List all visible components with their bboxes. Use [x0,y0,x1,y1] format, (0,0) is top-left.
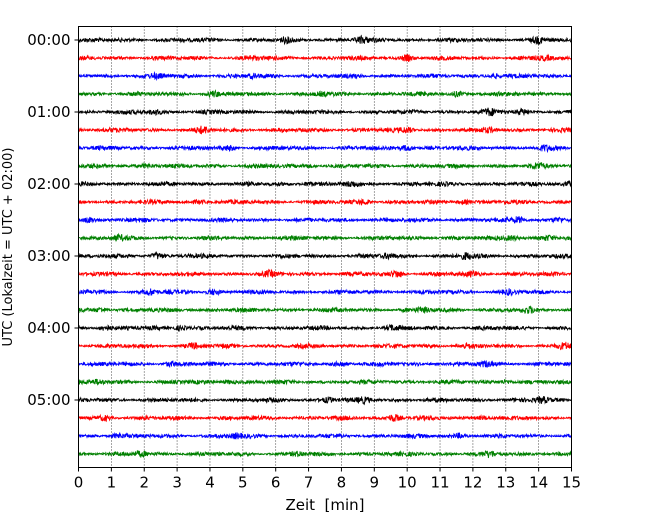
seismic-trace-0430 [78,359,572,369]
y-tick-label: 05:00 [27,391,70,409]
seismic-trace-0130 [78,144,572,154]
x-tick-label: 13 [496,474,515,492]
x-tick-label: 0 [74,474,84,492]
seismic-trace-0115 [78,125,572,135]
y-tick-label: 01:00 [27,103,70,121]
x-tick-label: 5 [238,474,248,492]
seismic-trace-0315 [78,268,572,278]
seismic-trace-0100 [78,107,572,117]
seismic-traces [78,34,572,459]
x-tick-label: 11 [430,474,449,492]
y-axis-label: UTC (Lokalzeit = UTC + 02:00) [1,148,16,347]
x-tick-label: 2 [139,474,149,492]
seismic-trace-0400 [78,323,572,332]
seismic-trace-0215 [78,198,572,206]
seismic-trace-0030 [78,70,572,82]
seismic-trace-0445 [78,378,572,386]
x-axis: 0 1 2 3 4 5 6 7 8 9 10 11 12 13 14 15 [74,467,581,492]
x-tick-label: 9 [370,474,380,492]
seismic-trace-0330 [78,288,572,297]
x-tick-label: 7 [304,474,314,492]
seismic-trace-0300 [78,250,572,261]
seismic-trace-0145 [78,162,572,171]
x-tick-label: 15 [562,474,581,492]
x-tick-label: 8 [337,474,347,492]
y-tick-label: 02:00 [27,175,70,193]
plot-frame [78,26,572,468]
seismic-trace-0015 [78,53,572,63]
seismic-trace-0500 [78,396,572,406]
seismic-trace-0045 [78,89,572,99]
x-tick-label: 10 [398,474,417,492]
seismic-trace-0200 [78,180,572,188]
y-tick-label: 04:00 [27,319,70,337]
x-tick-label: 1 [107,474,117,492]
x-tick-label: 4 [205,474,215,492]
x-tick-label: 14 [529,474,548,492]
seismic-trace-0515 [78,413,572,423]
x-tick-label: 12 [463,474,482,492]
seismic-trace-0245 [78,232,572,243]
seismic-trace-0415 [78,341,572,351]
y-axis: 00:00 01:00 02:00 03:00 04:00 05:00 [27,31,79,409]
y-tick-label: 03:00 [27,247,70,265]
seismic-trace-0345 [78,305,572,315]
seismic-trace-0545 [78,449,572,459]
x-tick-label: 6 [271,474,281,492]
x-tick-label: 3 [172,474,182,492]
y-tick-label: 00:00 [27,31,70,49]
seismic-trace-0530 [78,431,572,440]
seismic-trace-0230 [78,216,572,224]
x-axis-label: Zeit [min] [285,496,364,514]
seismic-trace-0000 [78,34,572,46]
